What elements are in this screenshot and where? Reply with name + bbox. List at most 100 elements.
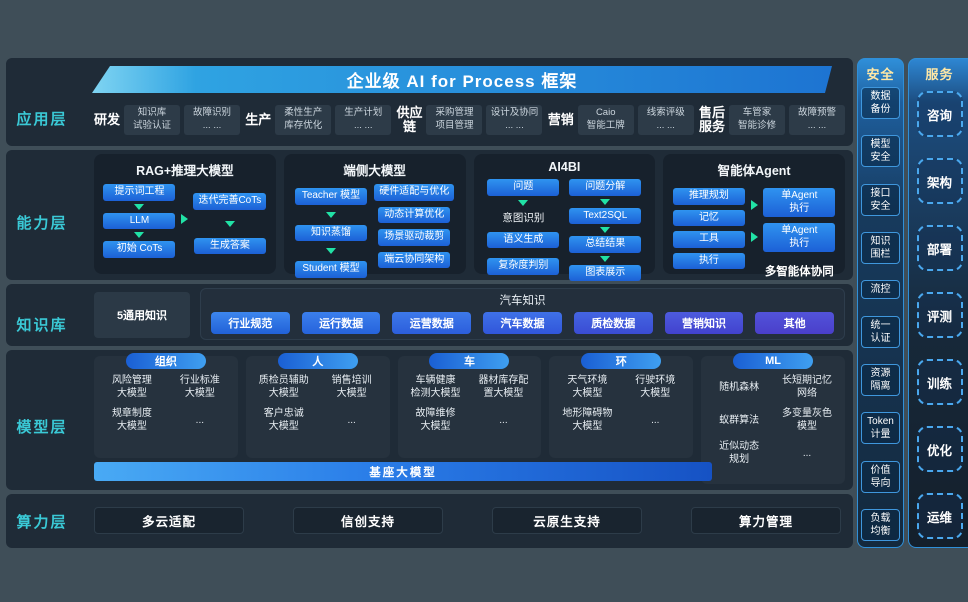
model-layer-strip: 组织 风险管理 大模型 行业标准 大模型 规章制度 大模型 ... 人 质检员辅…: [6, 350, 853, 490]
security-item: 数据 备份: [861, 87, 900, 119]
security-item: 接口 安全: [861, 183, 900, 216]
model-name: 器材库存配 置大模型: [478, 375, 529, 399]
arrow-down-icon: [326, 211, 336, 218]
model-group-vehicle: 车 车辆健康 检测大模型 器材库存配 置大模型 故障维修 大模型 ...: [397, 353, 542, 458]
agent-execution: 单Agent 执行: [763, 223, 836, 252]
agent-component: 推理规划: [672, 188, 745, 205]
ai4bi-flow: 问题 意图识别 语义生成 复杂度判别 问题分解 Text2SQL 总结结果 图表…: [482, 179, 648, 281]
agent-left-column: 推理规划 记忆 工具 执行: [672, 188, 745, 279]
layer-label-knowledge: 知识库: [16, 317, 68, 334]
arrow-down-icon: [600, 255, 611, 262]
model-name: 地形障碍物 大模型: [562, 408, 613, 432]
edge-item: 硬件适配与优化: [374, 184, 455, 201]
model-name: 天气环境 大模型: [567, 375, 608, 399]
model-name: 蚁群算法: [719, 414, 760, 426]
more-ellipsis: ...: [651, 414, 660, 426]
agent-execution: 单Agent 执行: [763, 188, 836, 217]
app-item: 车管家 智能诊修: [728, 105, 785, 135]
service-item: 架构: [916, 158, 963, 204]
service-item: 运维: [916, 493, 963, 539]
service-rail-title: 服务: [925, 67, 954, 82]
knowledge-buttons-row: 行业规范 运行数据 运营数据 汽车数据 质检数据 营销知识 其他: [211, 312, 835, 334]
security-item: 知识 围栏: [861, 231, 900, 264]
security-item: 模型 安全: [861, 135, 900, 168]
flow-step: 初始 CoTs: [103, 241, 176, 258]
app-group-label: 供应 链: [396, 104, 423, 134]
more-ellipsis: ...: [499, 414, 508, 426]
flow-step: 问题: [487, 179, 560, 196]
model-grid: 质检员辅助 大模型 销售培训 大模型 客户忠诚 大模型 ...: [246, 370, 390, 437]
rag-left-column: 提示词工程 LLM 初始 CoTs: [103, 184, 176, 268]
compute-layer-strip: 多云适配 信创支持 云原生支持 算力管理: [6, 494, 853, 548]
app-item: 故障预警 ... ...: [788, 105, 845, 135]
layer-label-capability: 能力层: [16, 215, 68, 232]
layer-label-compute: 算力层: [16, 514, 68, 531]
app-item: 线索评级 ... ...: [637, 105, 694, 135]
knowledge-layer-strip: 5通用知识 汽车知识 行业规范 运行数据 运营数据 汽车数据 质检数据 营销知识…: [6, 284, 853, 346]
model-name: 近似动态 规划: [719, 441, 760, 465]
compute-item: 多云适配: [94, 507, 244, 534]
rag-right-column: 迭代完善CoTs 生成答案: [193, 193, 267, 268]
knowledge-button: 其他: [755, 312, 835, 334]
model-name: 质检员辅助 大模型: [258, 375, 309, 399]
model-group-people: 人 质检员辅助 大模型 销售培训 大模型 客户忠诚 大模型 ...: [245, 353, 390, 458]
model-name: 长短期记忆 网络: [782, 375, 833, 399]
edge-left-column: Teacher 模型 知识蒸馏 Student 模型: [295, 188, 367, 278]
model-name: 行业标准 大模型: [179, 375, 220, 399]
arrow-down-icon: [600, 198, 611, 205]
knowledge-button: 运行数据: [301, 312, 381, 334]
card-title: 端侧大模型: [343, 164, 406, 178]
arrow-down-icon: [518, 199, 529, 206]
flow-step: 复杂度判别: [487, 258, 560, 275]
agent-component: 工具: [672, 231, 745, 248]
compute-item: 云原生支持: [492, 507, 642, 534]
model-groups-row: 组织 风险管理 大模型 行业标准 大模型 规章制度 大模型 ... 人 质检员辅…: [94, 353, 845, 484]
edge-item: 端云协同架构: [378, 251, 451, 268]
model-grid: 车辆健康 检测大模型 器材库存配 置大模型 故障维修 大模型 ...: [398, 370, 542, 437]
app-group-production: 生产 柔性生产 库存优化 生产计划 ... ...: [245, 105, 392, 135]
more-ellipsis: ...: [347, 414, 356, 426]
app-group-marketing: 营销 Caio 智能工牌 线索评级 ... ...: [548, 105, 694, 135]
more-ellipsis: ...: [802, 447, 812, 459]
app-item: Caio 智能工牌: [577, 105, 634, 135]
service-rail: 服务 咨询 架构 部署 评测 训练 优化 运维: [908, 58, 968, 548]
automotive-knowledge-title: 汽车知识: [499, 295, 546, 307]
security-item: 统一 认证: [861, 315, 900, 348]
group-pill: 人: [277, 353, 358, 369]
arrow-down-icon: [134, 203, 145, 210]
card-title: RAG+推理大模型: [136, 164, 234, 178]
app-item: 知识库 试验认证: [124, 105, 181, 135]
flow-step: Student 模型: [295, 261, 367, 278]
model-name: 风险管理 大模型: [111, 375, 152, 399]
app-group-label: 研发: [94, 111, 121, 127]
compute-buttons-row: 多云适配 信创支持 云原生支持 算力管理: [94, 507, 841, 534]
app-item: 采购管理 项目管理: [426, 105, 483, 135]
agent-component: 记忆: [672, 209, 745, 226]
flow-step-plain: 意图识别: [502, 211, 545, 224]
card-rag-reasoning-llm: RAG+推理大模型 提示词工程 LLM 初始 CoTs 迭代完善CoTs 生成答…: [94, 154, 276, 274]
knowledge-button: 营销知识: [664, 312, 744, 334]
flow-step: 知识蒸馏: [295, 224, 367, 241]
card-title: AI4BI: [548, 160, 581, 174]
security-item: 负载 均衡: [861, 508, 900, 541]
arrow-down-icon: [224, 220, 235, 227]
edge-right-column: 硬件适配与优化 动态计算优化 场景驱动裁剪 端云协同架构: [374, 184, 455, 278]
application-groups-row: 研发 知识库 试验认证 故障识别 ... ... 生产 柔性生产 库存优化 生产…: [94, 100, 845, 140]
ai4bi-left-column: 问题 意图识别 语义生成 复杂度判别: [487, 179, 560, 281]
model-name: 销售培训 大模型: [331, 375, 372, 399]
general-knowledge-box: 5通用知识: [94, 292, 190, 338]
service-item: 部署: [916, 225, 963, 271]
arrow-right-icon: [750, 200, 758, 210]
card-edge-llm: 端侧大模型 Teacher 模型 知识蒸馏 Student 模型 硬件适配与优化…: [283, 154, 466, 278]
security-item: 价值 导向: [861, 460, 900, 493]
flow-step: 总结结果: [569, 236, 642, 253]
card-agent: 智能体Agent 推理规划 记忆 工具 执行 单Agent 执行 单Agen: [663, 154, 845, 278]
arrow-down-icon: [600, 227, 611, 233]
agent-flow: 推理规划 记忆 工具 执行 单Agent 执行 单Agent 执行 多智能体协同: [671, 184, 837, 279]
capability-cards-row: RAG+推理大模型 提示词工程 LLM 初始 CoTs 迭代完善CoTs 生成答…: [94, 154, 845, 281]
agent-component: 执行: [672, 252, 745, 269]
automotive-knowledge-panel: 汽车知识 行业规范 运行数据 运营数据 汽车数据 质检数据 营销知识 其他: [200, 288, 845, 340]
knowledge-button: 行业规范: [211, 312, 290, 334]
edge-item: 场景驱动裁剪: [378, 229, 451, 246]
